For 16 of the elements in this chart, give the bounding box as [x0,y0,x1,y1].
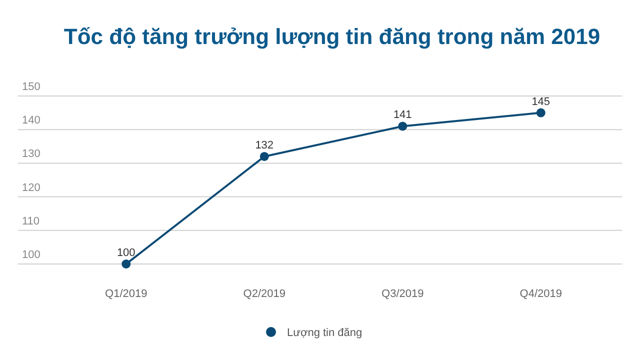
data-label: 141 [393,109,412,122]
x-tick-label: Q4/2019 [520,288,562,300]
data-label: 145 [532,96,550,108]
y-tick-label: 100 [22,249,40,261]
data-label: 100 [116,247,136,259]
y-tick-label: 150 [22,81,40,93]
legend-label: Lượng tin đăng [287,327,362,339]
x-tick-label: Q1/2019 [105,288,148,300]
data-label: 132 [255,139,274,152]
chart-title: Tốc độ tăng trưởng lượng tin đăng trong năm 2019 [64,24,600,49]
y-tick-label: 120 [22,182,40,194]
y-tick-label: 110 [22,215,40,228]
x-tick-label: Q2/2019 [243,288,286,300]
y-tick-label: 140 [22,114,40,127]
y-tick-label: 130 [22,148,40,160]
x-tick-label: Q3/2019 [382,288,424,300]
